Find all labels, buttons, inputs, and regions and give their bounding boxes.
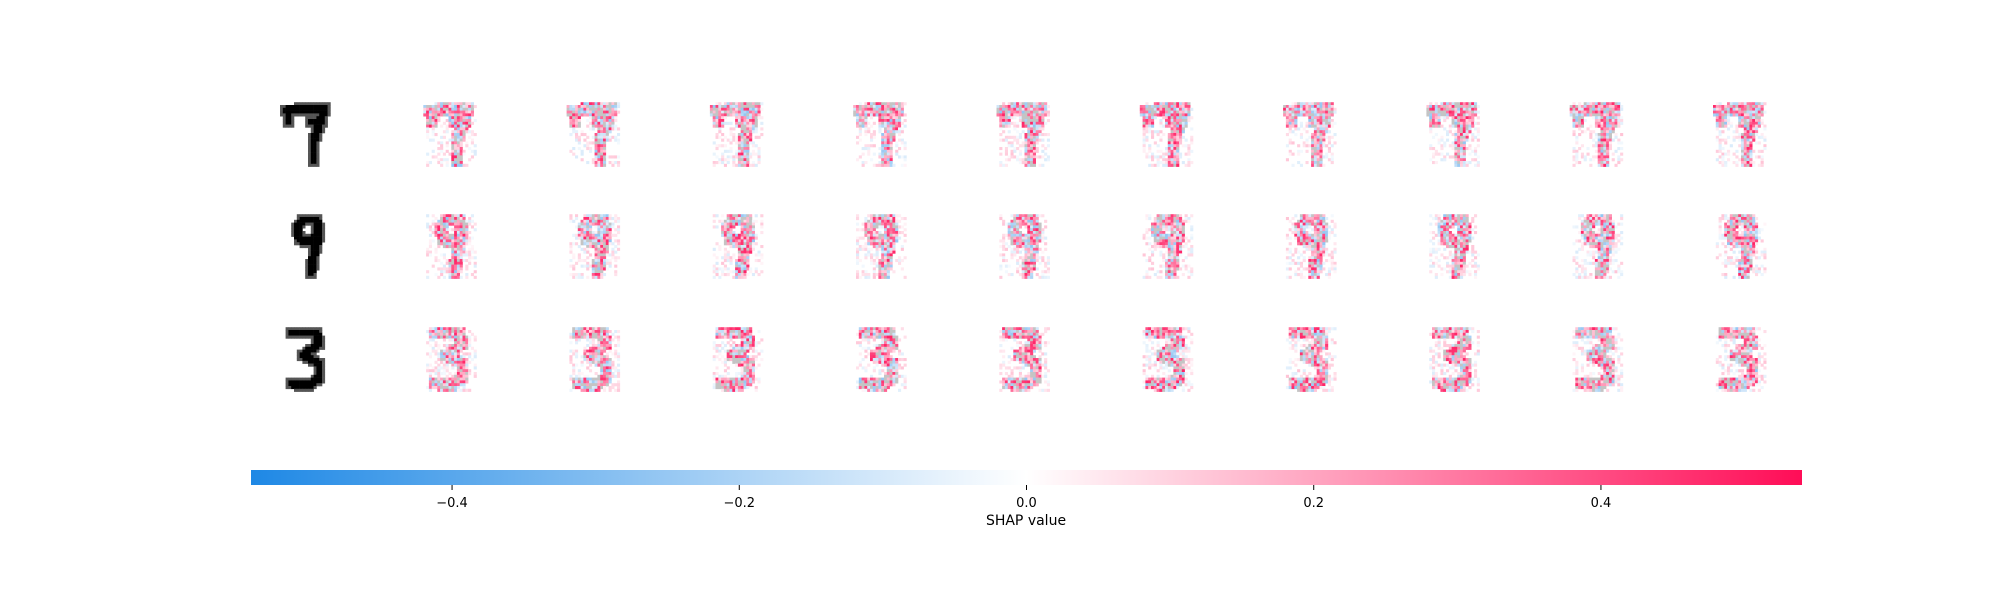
colorbar-tick-label: −0.4 xyxy=(436,496,468,511)
input-digit-image xyxy=(285,327,326,392)
shap-explanation-image xyxy=(1715,327,1767,392)
shap-explanation-image xyxy=(1713,102,1767,167)
colorbar-tick-label: 0.4 xyxy=(1591,496,1612,511)
colorbar-label: SHAP value xyxy=(986,513,1066,529)
image-row-3 xyxy=(285,327,1767,392)
shap-explanation-image xyxy=(1429,327,1480,392)
shap-explanation-image xyxy=(712,214,764,279)
shap-explanation-image xyxy=(569,327,621,392)
shap-explanation-image xyxy=(1426,102,1480,167)
shap-explanation-image xyxy=(1429,214,1480,279)
shap-explanation-image xyxy=(853,102,907,167)
shap-explanation-image xyxy=(1285,327,1337,392)
colorbar-tick-label: 0.0 xyxy=(1016,496,1037,511)
colorbar-tick-label: 0.2 xyxy=(1303,496,1324,511)
shap-explanation-image xyxy=(1572,327,1624,392)
shap-explanation-image xyxy=(709,102,764,167)
shap-explanation-image xyxy=(996,102,1050,167)
shap-explanation-image xyxy=(999,327,1050,392)
shap-explanation-image xyxy=(856,327,907,392)
shap-explanation-image xyxy=(1142,327,1194,392)
colorbar: −0.4 −0.2 0.0 0.2 0.4 SHAP value xyxy=(251,470,1802,529)
shap-explanation-image xyxy=(423,102,477,167)
image-grid xyxy=(280,102,1767,392)
colorbar-gradient xyxy=(251,470,1802,485)
shap-explanation-image xyxy=(426,327,477,392)
shap-explanation-image xyxy=(569,214,621,279)
shap-explanation-image xyxy=(1715,214,1767,279)
shap-explanation-image xyxy=(1142,214,1194,279)
shap-explanation-image xyxy=(1572,214,1624,279)
shap-explanation-image xyxy=(712,327,764,392)
image-row-9 xyxy=(291,214,1767,279)
input-digit-image xyxy=(280,102,331,167)
shap-explanation-image xyxy=(999,214,1050,279)
shap-explanation-image xyxy=(1283,102,1337,167)
shap-explanation-image xyxy=(426,214,477,279)
shap-explanation-image xyxy=(1139,102,1194,167)
colorbar-tick-label: −0.2 xyxy=(723,496,755,511)
shap-explanation-image xyxy=(1569,102,1624,167)
colorbar-ticks: −0.4 −0.2 0.0 0.2 0.4 xyxy=(436,485,1611,511)
image-row-7 xyxy=(280,102,1767,167)
shap-explanation-image xyxy=(1285,214,1337,279)
input-digit-image xyxy=(291,214,326,279)
shap-explanation-image xyxy=(566,102,621,167)
shap-explanation-image xyxy=(856,214,907,279)
